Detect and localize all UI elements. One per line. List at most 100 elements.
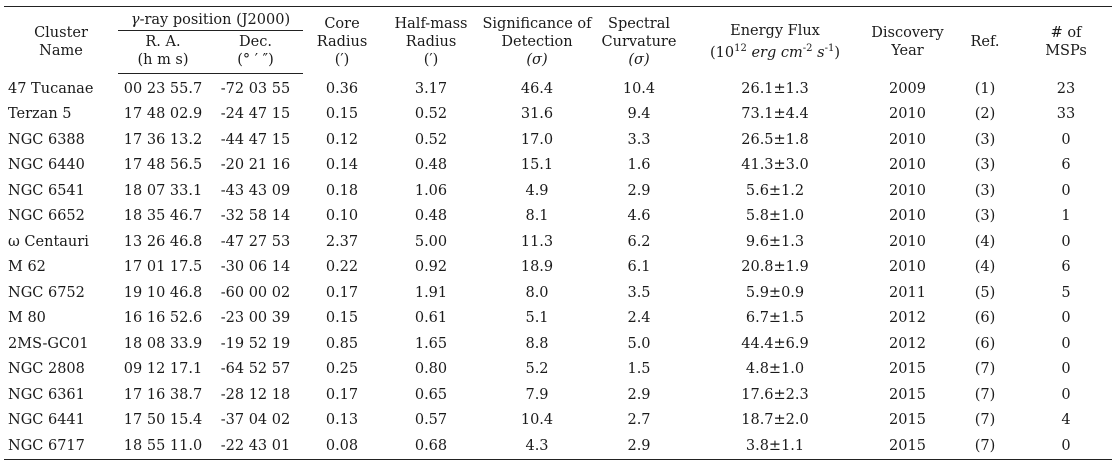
header-spectral-curvature: Spectral Curvature (σ) bbox=[593, 6, 685, 74]
cell-ref: (6) bbox=[974, 310, 996, 327]
cell-ra: 16 16 52.6 bbox=[123, 310, 203, 327]
cell-energy-flux: 26.1±1.3 bbox=[741, 80, 809, 97]
cell-cluster-name: Terzan 5 bbox=[8, 106, 72, 123]
cell-half-mass-radius: 0.80 bbox=[414, 361, 448, 378]
table-row: NGC 6652 18 35 46.7 -32 58 14 0.10 0.48 8.1 4.… bbox=[4, 204, 1112, 230]
cell-spectral-curvature: 2.9 bbox=[593, 433, 685, 460]
cell-cluster-name: NGC 2808 bbox=[8, 361, 85, 378]
cell-msps: 33 bbox=[1056, 106, 1076, 123]
cell-ra: 18 55 11.0 bbox=[118, 433, 208, 460]
cell-cluster-name: NGC 6541 bbox=[8, 182, 85, 199]
cell-msps: 0 bbox=[1061, 361, 1071, 378]
cell-half-mass-radius: 0.68 bbox=[381, 433, 481, 460]
cell-core-radius: 0.17 bbox=[325, 284, 359, 301]
cell-core-radius: 0.12 bbox=[325, 131, 359, 148]
cell-discovery-year: 2010 bbox=[889, 233, 926, 250]
cell-ra: 19 10 46.8 bbox=[123, 284, 203, 301]
cell-ra: 17 01 17.5 bbox=[123, 259, 203, 276]
cell-discovery-year: 2010 bbox=[889, 208, 926, 225]
cell-energy-flux: 5.8±1.0 bbox=[745, 208, 805, 225]
cell-ra: 18 35 46.7 bbox=[123, 208, 203, 225]
cell-half-mass-radius: 0.61 bbox=[414, 310, 448, 327]
table-row: NGC 6441 17 50 15.4 -37 04 02 0.13 0.57 10.4 2… bbox=[4, 408, 1112, 434]
table-row: NGC 6717 18 55 11.0 -22 43 01 0.08 0.68 4.3 2.… bbox=[4, 433, 1112, 460]
cell-ref: (7) bbox=[974, 361, 996, 378]
cell-ref: (5) bbox=[974, 284, 996, 301]
cell-core-radius: 0.08 bbox=[303, 433, 381, 460]
cell-energy-flux: 4.8±1.0 bbox=[745, 361, 805, 378]
cell-energy-flux: 5.6±1.2 bbox=[745, 182, 805, 199]
cell-energy-flux: 6.7±1.5 bbox=[745, 310, 805, 327]
cell-ra: 09 12 17.1 bbox=[123, 361, 203, 378]
table-row: NGC 6541 18 07 33.1 -43 43 09 0.18 1.06 4.9 2.… bbox=[4, 178, 1112, 204]
header-dec: Dec. (° ′ ″) bbox=[208, 30, 303, 74]
cell-msps: 23 bbox=[1056, 80, 1076, 97]
cell-core-radius: 0.22 bbox=[325, 259, 359, 276]
cell-significance: 4.9 bbox=[525, 182, 549, 199]
cell-energy-flux: 18.7±2.0 bbox=[741, 412, 809, 429]
cell-core-radius: 2.37 bbox=[325, 233, 359, 250]
cell-cluster-name: NGC 6752 bbox=[8, 284, 85, 301]
cell-cluster-name: NGC 6440 bbox=[8, 157, 85, 174]
cell-significance: 5.1 bbox=[525, 310, 549, 327]
cell-msps: 0 bbox=[1061, 386, 1071, 403]
header-discovery-year: Discovery Year bbox=[865, 6, 950, 74]
cell-dec: -24 47 15 bbox=[220, 106, 291, 123]
table-row: NGC 6440 17 48 56.5 -20 21 16 0.14 0.48 15.1 1… bbox=[4, 153, 1112, 179]
cell-dec: -60 00 02 bbox=[220, 284, 291, 301]
cell-dec: -19 52 19 bbox=[220, 335, 291, 352]
cell-spectral-curvature: 2.9 bbox=[627, 182, 651, 199]
cell-cluster-name: NGC 6441 bbox=[8, 412, 85, 429]
cell-half-mass-radius: 1.06 bbox=[414, 182, 448, 199]
cell-msps: 0 bbox=[1061, 335, 1071, 352]
cell-core-radius: 0.14 bbox=[325, 157, 359, 174]
cell-core-radius: 0.10 bbox=[325, 208, 359, 225]
cell-ref: (7) bbox=[974, 412, 996, 429]
cell-significance: 5.2 bbox=[525, 361, 549, 378]
cell-half-mass-radius: 1.91 bbox=[414, 284, 448, 301]
cell-cluster-name: M 80 bbox=[8, 310, 46, 327]
cell-cluster-name: 47 Tucanae bbox=[8, 80, 94, 97]
cell-ra: 18 07 33.1 bbox=[123, 182, 203, 199]
cell-significance: 31.6 bbox=[520, 106, 554, 123]
table-row: ω Centauri 13 26 46.8 -47 27 53 2.37 5.00 11.… bbox=[4, 229, 1112, 255]
cell-half-mass-radius: 0.52 bbox=[414, 106, 448, 123]
cell-cluster-name: 2MS-GC01 bbox=[8, 335, 89, 352]
table-row: 2MS-GC01 18 08 33.9 -19 52 19 0.85 1.65 8.8 5.… bbox=[4, 331, 1112, 357]
cell-energy-flux: 26.5±1.8 bbox=[741, 131, 809, 148]
cell-dec: -43 43 09 bbox=[220, 182, 291, 199]
cell-core-radius: 0.15 bbox=[325, 310, 359, 327]
cell-msps: 0 bbox=[1061, 310, 1071, 327]
cell-dec: -72 03 55 bbox=[220, 80, 291, 97]
cell-ref: (3) bbox=[974, 157, 996, 174]
cell-spectral-curvature: 1.6 bbox=[627, 157, 651, 174]
cell-dec: -30 06 14 bbox=[220, 259, 291, 276]
cell-energy-flux: 20.8±1.9 bbox=[741, 259, 809, 276]
header-msps: # of MSPs bbox=[1020, 6, 1112, 74]
cell-msps: 6 bbox=[1061, 157, 1071, 174]
cell-spectral-curvature: 2.4 bbox=[627, 310, 651, 327]
cell-core-radius: 0.13 bbox=[325, 412, 359, 429]
cell-spectral-curvature: 10.4 bbox=[622, 80, 656, 97]
cell-cluster-name: M 62 bbox=[8, 259, 46, 276]
cell-ref: (3) bbox=[974, 131, 996, 148]
cell-dec: -64 52 57 bbox=[220, 361, 291, 378]
table-row: M 80 16 16 52.6 -23 00 39 0.15 0.61 5.1 2.4 6.7… bbox=[4, 306, 1112, 332]
cell-discovery-year: 2010 bbox=[889, 106, 926, 123]
cell-half-mass-radius: 0.48 bbox=[414, 157, 448, 174]
cell-energy-flux: 3.8±1.1 bbox=[685, 433, 865, 460]
table-row: NGC 6752 19 10 46.8 -60 00 02 0.17 1.91 8.0 3.… bbox=[4, 280, 1112, 306]
cell-significance: 8.1 bbox=[525, 208, 549, 225]
cell-msps: 0 bbox=[1061, 131, 1071, 148]
cell-msps: 5 bbox=[1061, 284, 1071, 301]
table-row: M 62 17 01 17.5 -30 06 14 0.22 0.92 18.9 6.1 20… bbox=[4, 255, 1112, 281]
cell-ref: (1) bbox=[974, 80, 996, 97]
cell-msps: 1 bbox=[1061, 208, 1071, 225]
cell-energy-flux: 44.4±6.9 bbox=[741, 335, 809, 352]
cell-spectral-curvature: 6.1 bbox=[627, 259, 651, 276]
table-header: Cluster Name γ-ray position (J2000) Core… bbox=[4, 6, 1112, 74]
cell-significance: 11.3 bbox=[520, 233, 554, 250]
cell-spectral-curvature: 4.6 bbox=[627, 208, 651, 225]
cell-msps: 0 bbox=[1020, 433, 1112, 460]
cell-half-mass-radius: 0.48 bbox=[414, 208, 448, 225]
